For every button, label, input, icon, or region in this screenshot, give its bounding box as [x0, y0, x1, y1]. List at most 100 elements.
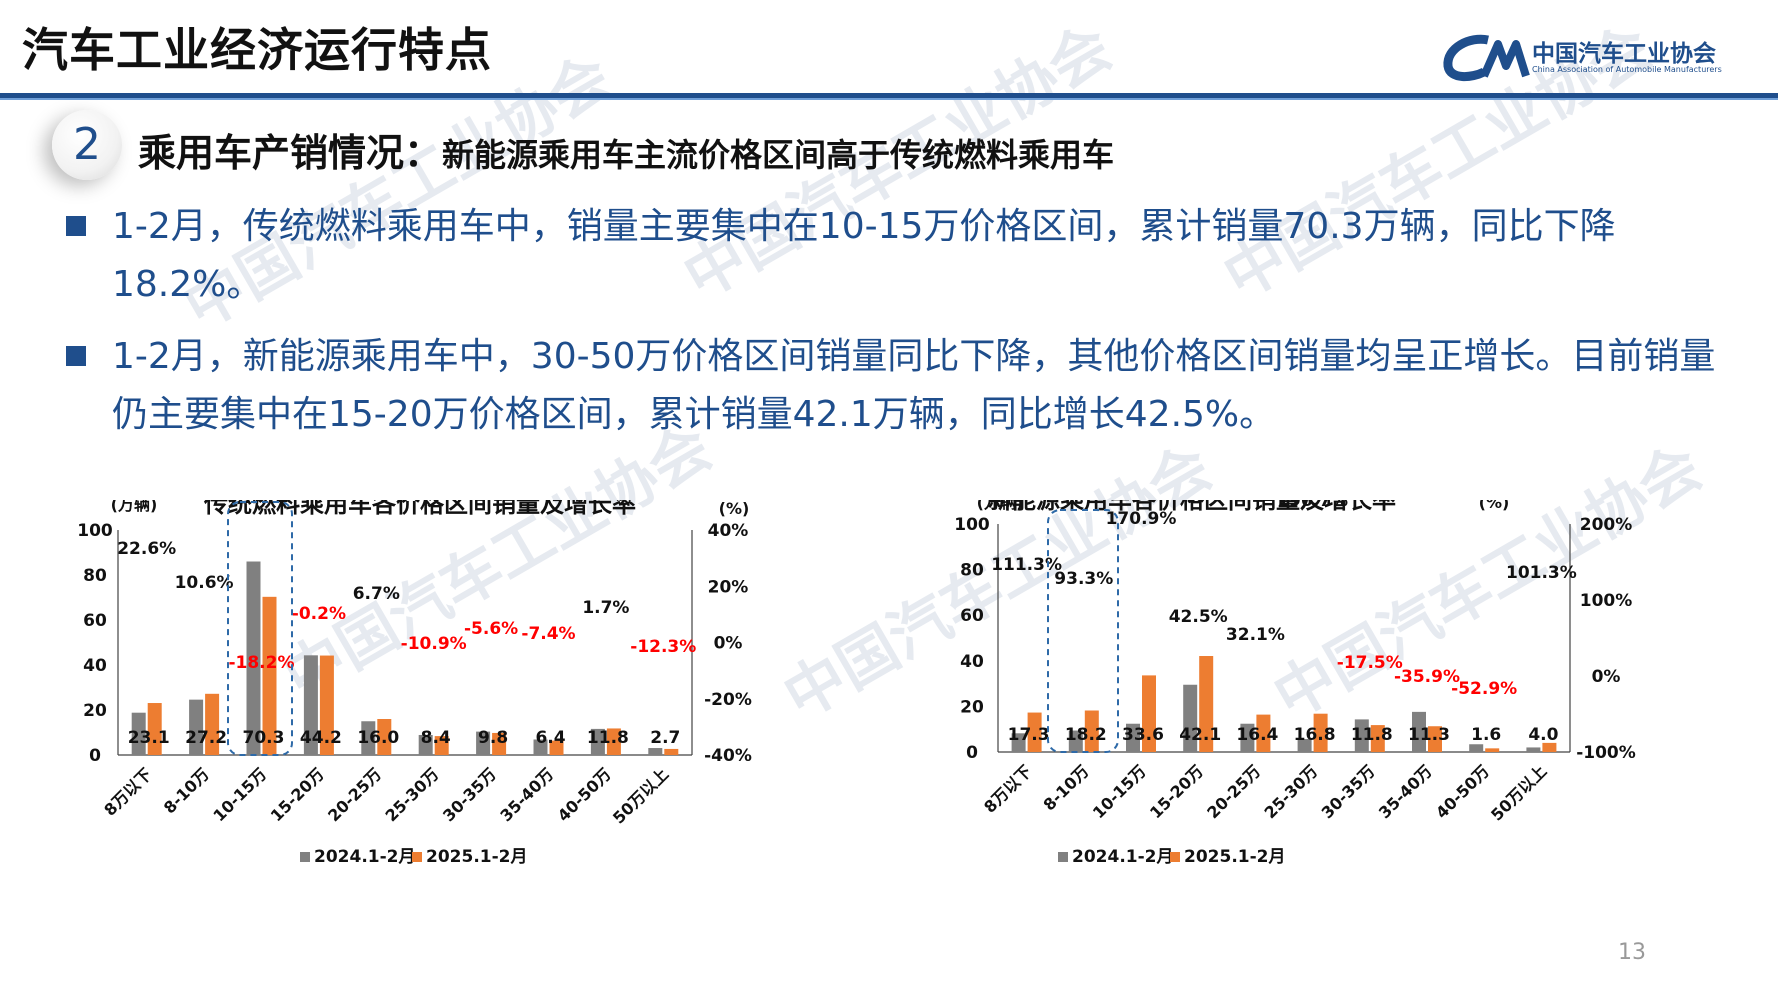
- x-category-label: 35-40万: [1375, 761, 1436, 822]
- legend-swatch-2025: [1170, 852, 1180, 862]
- header-divider-accent: [0, 98, 1778, 100]
- x-category-label: 30-35万: [439, 764, 500, 825]
- y-axis-unit-right: (%): [1479, 500, 1510, 512]
- bar-2025: [319, 655, 334, 755]
- bar-2024: [590, 728, 605, 755]
- bar-2024: [131, 712, 146, 755]
- bar-2025: [1542, 742, 1557, 752]
- page-title: 汽车工业经济运行特点: [22, 23, 492, 77]
- legend-label-2025: 2025.1-2月: [1184, 847, 1286, 867]
- y-tick-label-left: 40: [83, 656, 107, 676]
- bar-2025: [1428, 726, 1442, 752]
- x-category-label: 20-25万: [324, 764, 385, 825]
- growth-rate-label: 6.7%: [353, 584, 400, 604]
- x-category-label: 50万以上: [1487, 761, 1550, 824]
- bar-value-label: 23.1: [128, 728, 170, 748]
- y-axis-unit-left: (万辆): [111, 500, 158, 514]
- bar-2024: [1469, 744, 1484, 752]
- bar-value-label: 1.6: [1471, 725, 1501, 745]
- bar-2025: [147, 703, 162, 755]
- bar-value-label: 9.8: [478, 728, 508, 748]
- x-category-label: 15-20万: [267, 764, 328, 825]
- growth-rate-label: -7.4%: [521, 624, 575, 644]
- ice-price-range-chart: 传统燃料乘用车各价格区间销量及增长率 (万辆) (%) 0 20 40 60 80 100 -40…: [77, 500, 752, 867]
- bar-2025: [664, 748, 679, 755]
- bar-value-label: 27.2: [185, 728, 227, 748]
- y-tick-label-right: -20%: [704, 690, 752, 710]
- bar-2024: [1183, 684, 1198, 752]
- bullet-marker: [66, 216, 86, 236]
- x-category-label: 25-30万: [382, 764, 443, 825]
- bar-2025: [1485, 748, 1500, 752]
- cam-logo: [1440, 26, 1770, 86]
- bar-2025: [434, 736, 449, 755]
- bar-value-label: 16.0: [357, 728, 399, 748]
- y-tick-label-left: 0: [89, 746, 101, 766]
- x-category-label: 8-10万: [160, 764, 213, 817]
- y-tick-label-right: 0%: [714, 634, 743, 654]
- growth-rate-label: 32.1%: [1226, 625, 1285, 645]
- y-tick-label-left: 60: [83, 611, 107, 631]
- chart-title: 传统燃料乘用车各价格区间销量及增长率: [203, 500, 636, 518]
- bar-2025: [1142, 675, 1156, 752]
- x-category-label: 35-40万: [496, 764, 557, 825]
- x-category-label: 15-20万: [1146, 761, 1207, 822]
- page-number: 13: [1618, 940, 1646, 965]
- bar-2025: [1084, 710, 1099, 752]
- growth-rate-label: 10.6%: [175, 573, 234, 593]
- bar-2024: [1240, 723, 1255, 752]
- bar-2025: [377, 719, 392, 755]
- growth-rate-label: -17.5%: [1337, 653, 1403, 673]
- section-title-sub: 新能源乘用车主流价格区间高于传统燃料乘用车: [442, 136, 1115, 174]
- y-tick-label-left: 20: [83, 701, 107, 721]
- logo-chinese-name: 中国汽车工业协会: [1532, 41, 1716, 67]
- bar-2024: [361, 721, 376, 755]
- growth-rate-label: 101.3%: [1506, 563, 1577, 583]
- x-category-label: 10-15万: [1089, 761, 1150, 822]
- y-tick-label-right: -100%: [1576, 743, 1636, 763]
- y-tick-label-right: 200%: [1580, 515, 1633, 535]
- y-axis-unit-left: (万辆): [977, 500, 1024, 512]
- bar-value-label: 42.1: [1179, 725, 1221, 745]
- bar-2024: [648, 748, 663, 755]
- growth-rate-label: 196.7%: [1277, 500, 1348, 511]
- bar-2024: [1526, 747, 1541, 752]
- x-category-label: 20-25万: [1203, 761, 1264, 822]
- bar-2024: [476, 731, 491, 755]
- growth-rate-label: -35.9%: [1394, 667, 1460, 687]
- bar-2024: [303, 655, 318, 755]
- growth-rate-label: -10.9%: [401, 634, 467, 654]
- section-title: 乘用车产销情况：新能源乘用车主流价格区间高于传统燃料乘用车: [138, 122, 1114, 177]
- bar-value-label: 16.8: [1294, 725, 1336, 745]
- growth-rate-label: -5.6%: [464, 619, 518, 639]
- bar-2024: [1354, 719, 1369, 752]
- x-category-label: 50万以上: [609, 764, 672, 827]
- legend-swatch-2024: [300, 852, 310, 862]
- x-category-label: 30-35万: [1318, 761, 1379, 822]
- y-tick-label-left: 80: [960, 561, 984, 581]
- growth-rate-label: -12.3%: [630, 637, 696, 657]
- growth-rate-label: 42.5%: [1169, 607, 1228, 627]
- growth-rate-label: 170.9%: [1106, 509, 1177, 529]
- bar-2024: [1126, 723, 1140, 752]
- x-category-label: 8万以下: [100, 764, 155, 819]
- growth-rate-label: 22.6%: [117, 539, 176, 559]
- bar-2024: [1068, 730, 1083, 752]
- bar-2025: [606, 728, 621, 755]
- growth-rate-label: 1.7%: [582, 598, 629, 618]
- y-tick-label-left: 0: [966, 743, 978, 763]
- legend-label-2025: 2025.1-2月: [426, 847, 528, 867]
- bar-2024: [1011, 733, 1026, 752]
- nev-price-range-chart: 新能源乘用车各价格区间销量及增长率(万辆) (%) 0 20 40 60 80 100 -100…: [954, 500, 1636, 867]
- legend-label-2024: 2024.1-2月: [1072, 847, 1174, 867]
- bullet-marker: [66, 346, 86, 366]
- y-tick-label-left: 80: [83, 566, 107, 586]
- growth-rate-label: 93.3%: [1054, 569, 1113, 589]
- y-tick-label-left: 100: [954, 515, 990, 535]
- legend-swatch-2024: [1058, 852, 1068, 862]
- bar-value-label: 11.8: [587, 728, 629, 748]
- y-tick-label-left: 40: [960, 652, 984, 672]
- y-tick-label-right: 100%: [1580, 591, 1633, 611]
- x-category-label: 10-15万: [209, 764, 270, 825]
- section-title-main: 乘用车产销情况：: [138, 131, 443, 175]
